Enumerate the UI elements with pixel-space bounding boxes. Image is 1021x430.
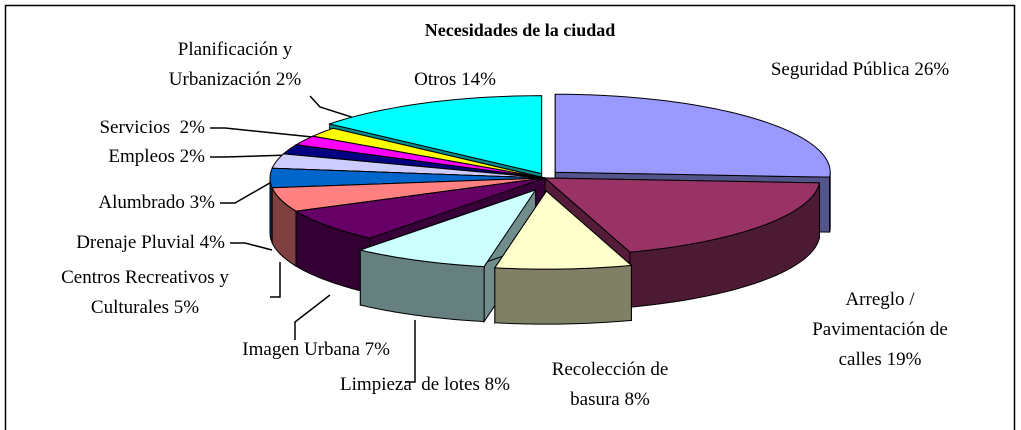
slice-top [358, 188, 537, 268]
slice [358, 188, 537, 324]
slice-top [554, 93, 831, 178]
slice-top [271, 153, 546, 179]
slice-top [294, 177, 546, 239]
category-label: Imagen Urbana [242, 339, 360, 360]
value-label: 19% [886, 349, 922, 370]
leader-line [230, 242, 273, 251]
leader-line [294, 294, 331, 340]
category-label: Recolección de basura [551, 359, 674, 410]
value-label: 14% [461, 69, 496, 90]
value-label: 8% [484, 374, 510, 395]
slice-top [543, 177, 821, 253]
value-label: 8% [624, 389, 650, 410]
slice-top [493, 190, 633, 270]
slice-top [269, 167, 546, 189]
data-label: Seguridad Pública 26% [770, 55, 950, 85]
leader-line [220, 179, 276, 204]
data-label: Recolección de basura 8% [545, 355, 675, 415]
data-label: Drenaje Pluvial 4% [0, 228, 225, 258]
leader-line [210, 154, 291, 158]
data-label: Otros 14% [395, 65, 515, 95]
data-label: Planificación y Urbanización 2% [140, 35, 330, 95]
value-label: 2% [179, 146, 205, 167]
category-label: Centros Recreativos y Culturales [61, 267, 234, 318]
slice-top [327, 95, 543, 175]
category-label: Seguridad Pública [770, 59, 910, 80]
category-label: Otros [414, 69, 457, 90]
data-label: Alumbrado 3% [0, 188, 215, 218]
slice [493, 189, 633, 325]
data-label: Arreglo / Pavimentación de calles 19% [800, 285, 960, 375]
data-label: Limpieza de lotes 8% [340, 370, 510, 400]
data-label: Empleos 2% [0, 142, 205, 172]
value-label: 4% [199, 232, 225, 253]
frame [4, 4, 1016, 430]
category-label: Drenaje Pluvial [76, 232, 195, 253]
leader-line [270, 262, 281, 298]
slice-top [271, 177, 546, 212]
value-label: 7% [364, 339, 390, 360]
category-label: Planificación y Urbanización [168, 39, 297, 90]
value-label: 3% [189, 192, 215, 213]
category-label: Empleos [108, 146, 175, 167]
category-label: Servicios [99, 117, 175, 138]
data-label: Servicios 2% [0, 113, 205, 143]
data-label: Imagen Urbana 7% [150, 335, 390, 365]
value-label: 26% [914, 59, 950, 80]
category-label: Alumbrado [98, 192, 185, 213]
value-label: 2% [275, 69, 302, 90]
slice-side [829, 172, 831, 233]
slice-side [494, 264, 632, 325]
leader-line [405, 320, 416, 383]
value-label: 5% [173, 297, 200, 318]
category-label: Arreglo / Pavimentación de calles [812, 289, 953, 370]
chart-title: Necesidades de la ciudad [424, 20, 616, 40]
data-label: Centros Recreativos y Culturales 5% [30, 263, 260, 323]
category-label: Limpieza de lotes [340, 374, 480, 395]
value-label: 2% [179, 117, 205, 138]
